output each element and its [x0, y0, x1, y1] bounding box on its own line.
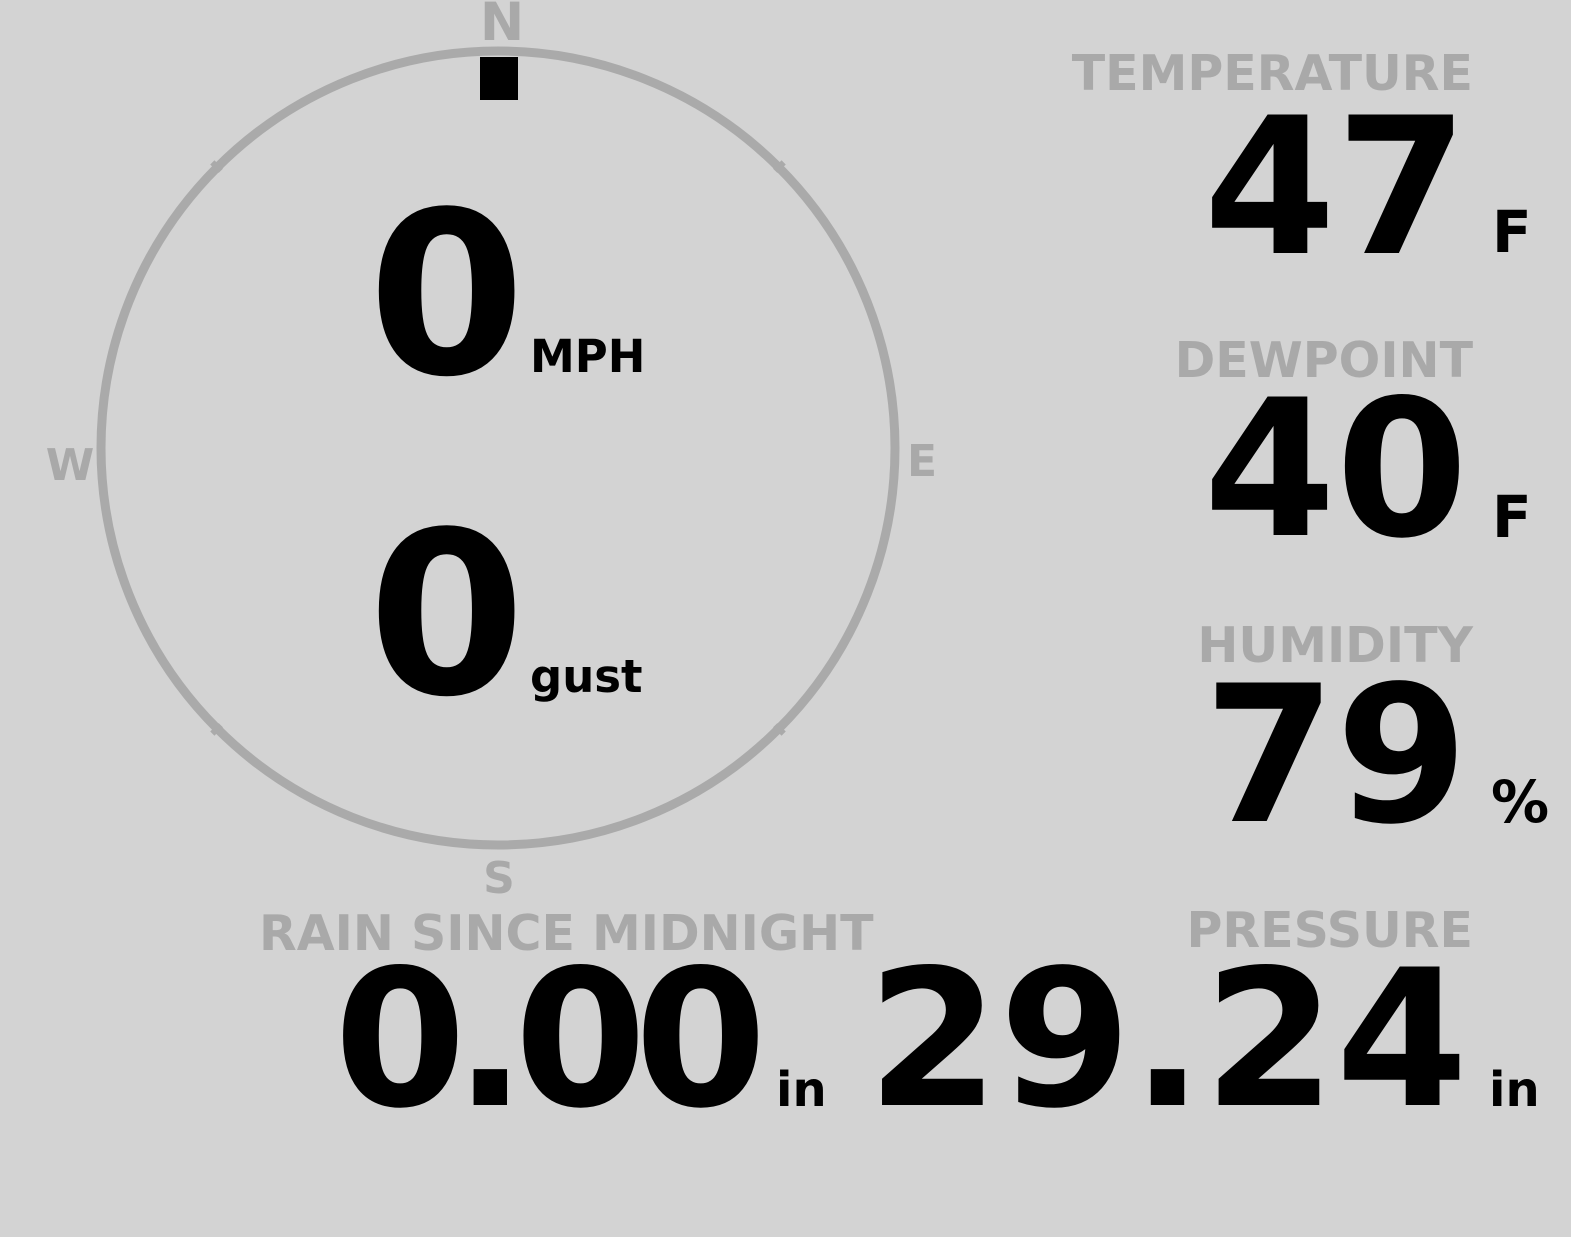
wind-speed-value: 0: [368, 164, 526, 427]
humidity-label: HUMIDITY: [1197, 617, 1473, 674]
wind-direction-marker: [480, 57, 518, 100]
wind-gust-value: 0: [368, 484, 526, 747]
compass-south: S: [483, 853, 515, 904]
temperature-unit: F: [1492, 198, 1532, 266]
compass-tick: [210, 160, 223, 173]
pressure-unit: in: [1489, 1062, 1540, 1118]
wind-speed-unit: MPH: [530, 330, 646, 383]
compass-tick: [773, 160, 786, 173]
pressure-value: 29.24: [867, 929, 1468, 1150]
rain-value: 0.00: [334, 929, 767, 1150]
pressure-label: PRESSURE: [1186, 902, 1474, 959]
compass-tick: [773, 723, 786, 736]
dewpoint-label: DEWPOINT: [1174, 332, 1473, 389]
dewpoint-value: 40: [1203, 359, 1468, 580]
rain-label: RAIN SINCE MIDNIGHT: [259, 905, 874, 962]
temperature-label: TEMPERATURE: [1071, 45, 1473, 102]
temperature-value: 47: [1203, 77, 1468, 298]
compass-tick: [210, 723, 223, 736]
humidity-unit: %: [1491, 768, 1550, 836]
humidity-value: 79: [1203, 645, 1468, 866]
compass-west: W: [45, 440, 95, 491]
dewpoint-unit: F: [1492, 483, 1532, 551]
compass-north: N: [479, 0, 525, 53]
wind-gust-unit: gust: [530, 650, 643, 703]
compass-east: E: [906, 436, 938, 487]
rain-unit: in: [776, 1062, 827, 1118]
compass-ring: [96, 46, 900, 850]
